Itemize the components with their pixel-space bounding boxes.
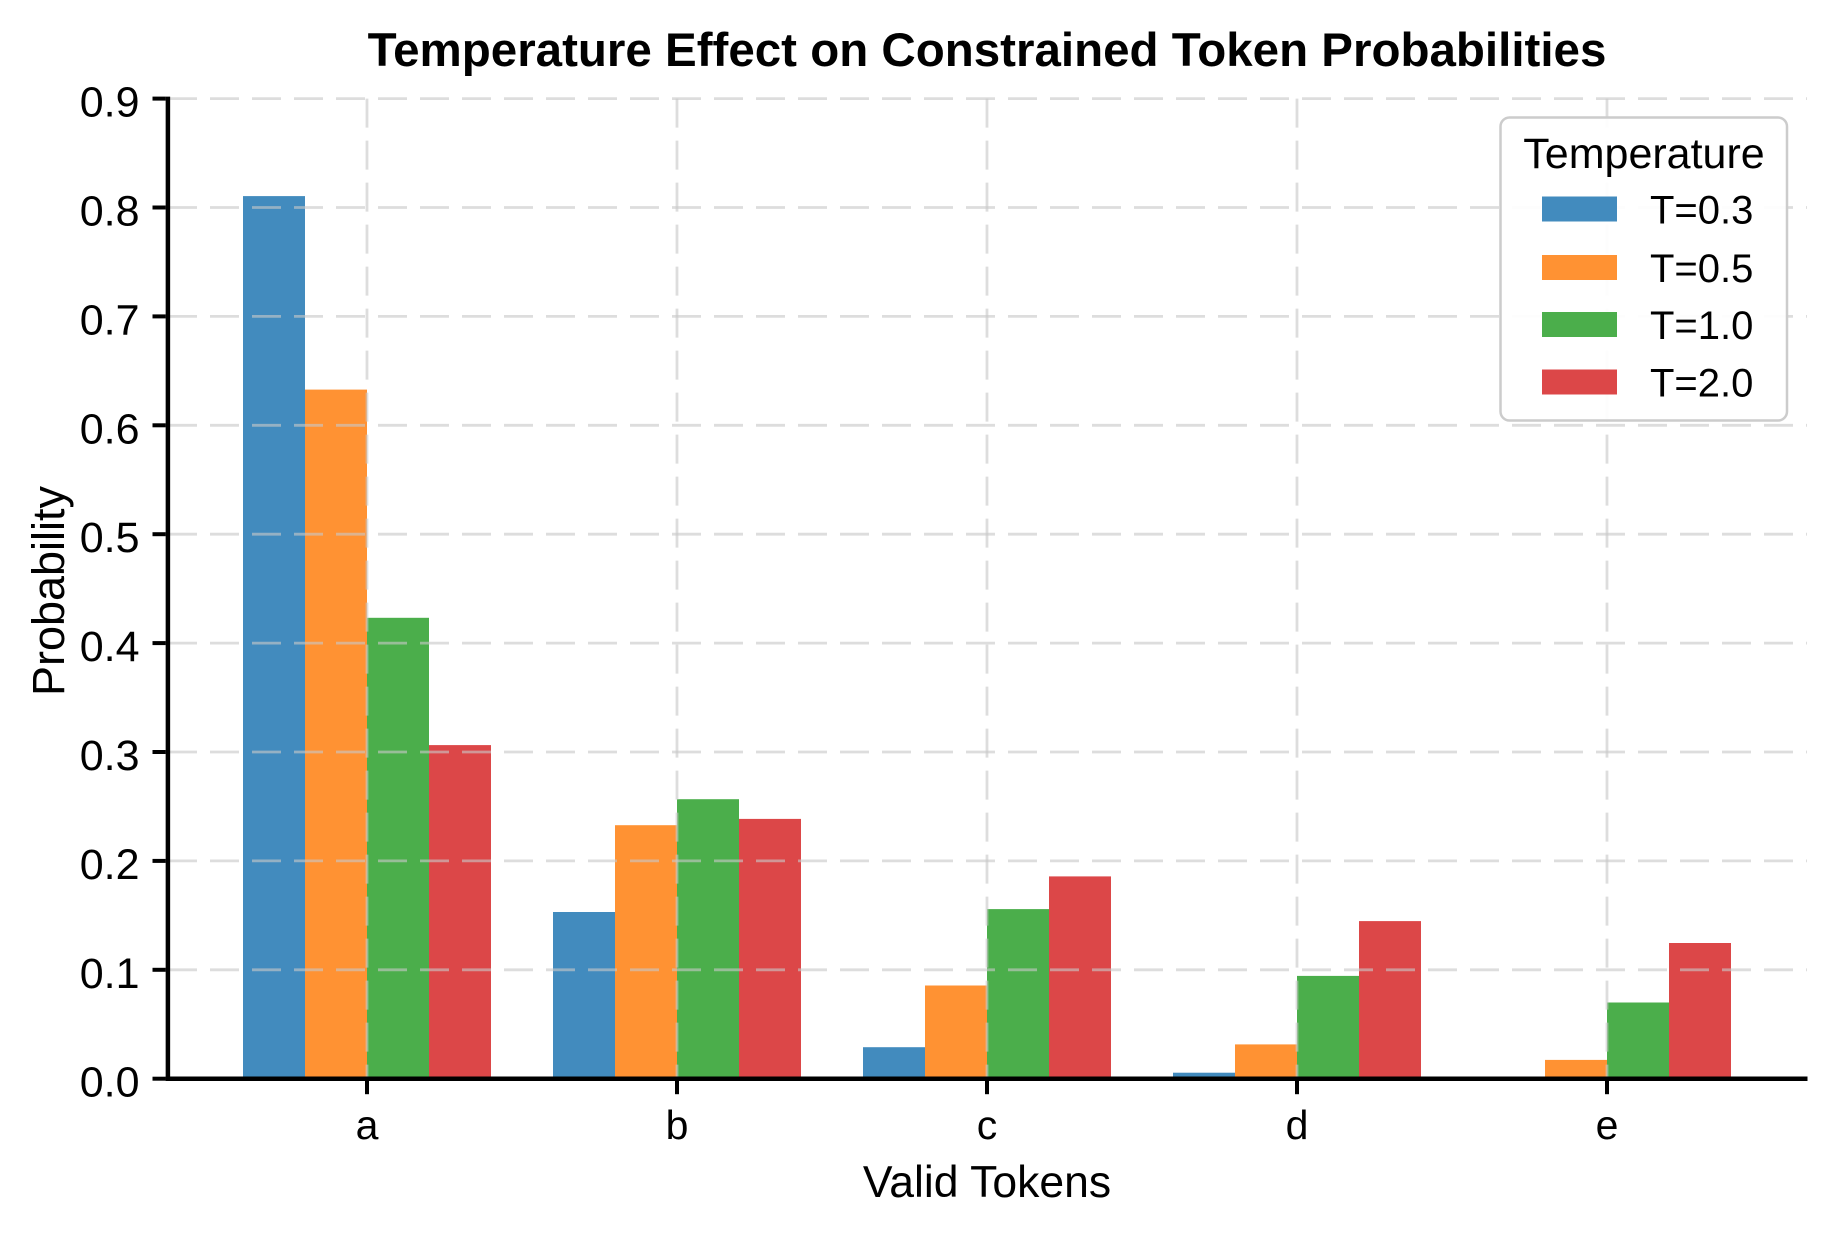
svg-text:0.9: 0.9 (80, 79, 140, 127)
svg-text:0.5: 0.5 (80, 514, 140, 562)
svg-text:Probability: Probability (23, 485, 74, 696)
svg-text:Temperature: Temperature (1523, 130, 1764, 178)
svg-text:0.6: 0.6 (80, 405, 140, 453)
svg-text:e: e (1596, 1102, 1619, 1148)
svg-text:T=1.0: T=1.0 (1650, 304, 1753, 348)
svg-text:Valid Tokens: Valid Tokens (863, 1158, 1111, 1207)
svg-text:d: d (1286, 1102, 1309, 1148)
svg-text:Temperature Effect on Constrai: Temperature Effect on Constrained Token … (368, 24, 1607, 77)
svg-text:0.2: 0.2 (80, 841, 140, 889)
svg-text:0.0: 0.0 (80, 1059, 140, 1107)
svg-text:0.8: 0.8 (80, 188, 140, 236)
svg-text:T=0.5: T=0.5 (1650, 247, 1753, 291)
svg-text:0.4: 0.4 (80, 623, 140, 671)
svg-text:T=2.0: T=2.0 (1650, 361, 1753, 405)
svg-text:0.3: 0.3 (80, 732, 140, 780)
svg-text:0.7: 0.7 (80, 296, 140, 344)
svg-text:c: c (977, 1102, 998, 1148)
svg-text:0.1: 0.1 (80, 950, 140, 998)
svg-text:a: a (356, 1102, 379, 1148)
svg-text:T=0.3: T=0.3 (1650, 188, 1753, 232)
svg-text:b: b (666, 1102, 689, 1148)
